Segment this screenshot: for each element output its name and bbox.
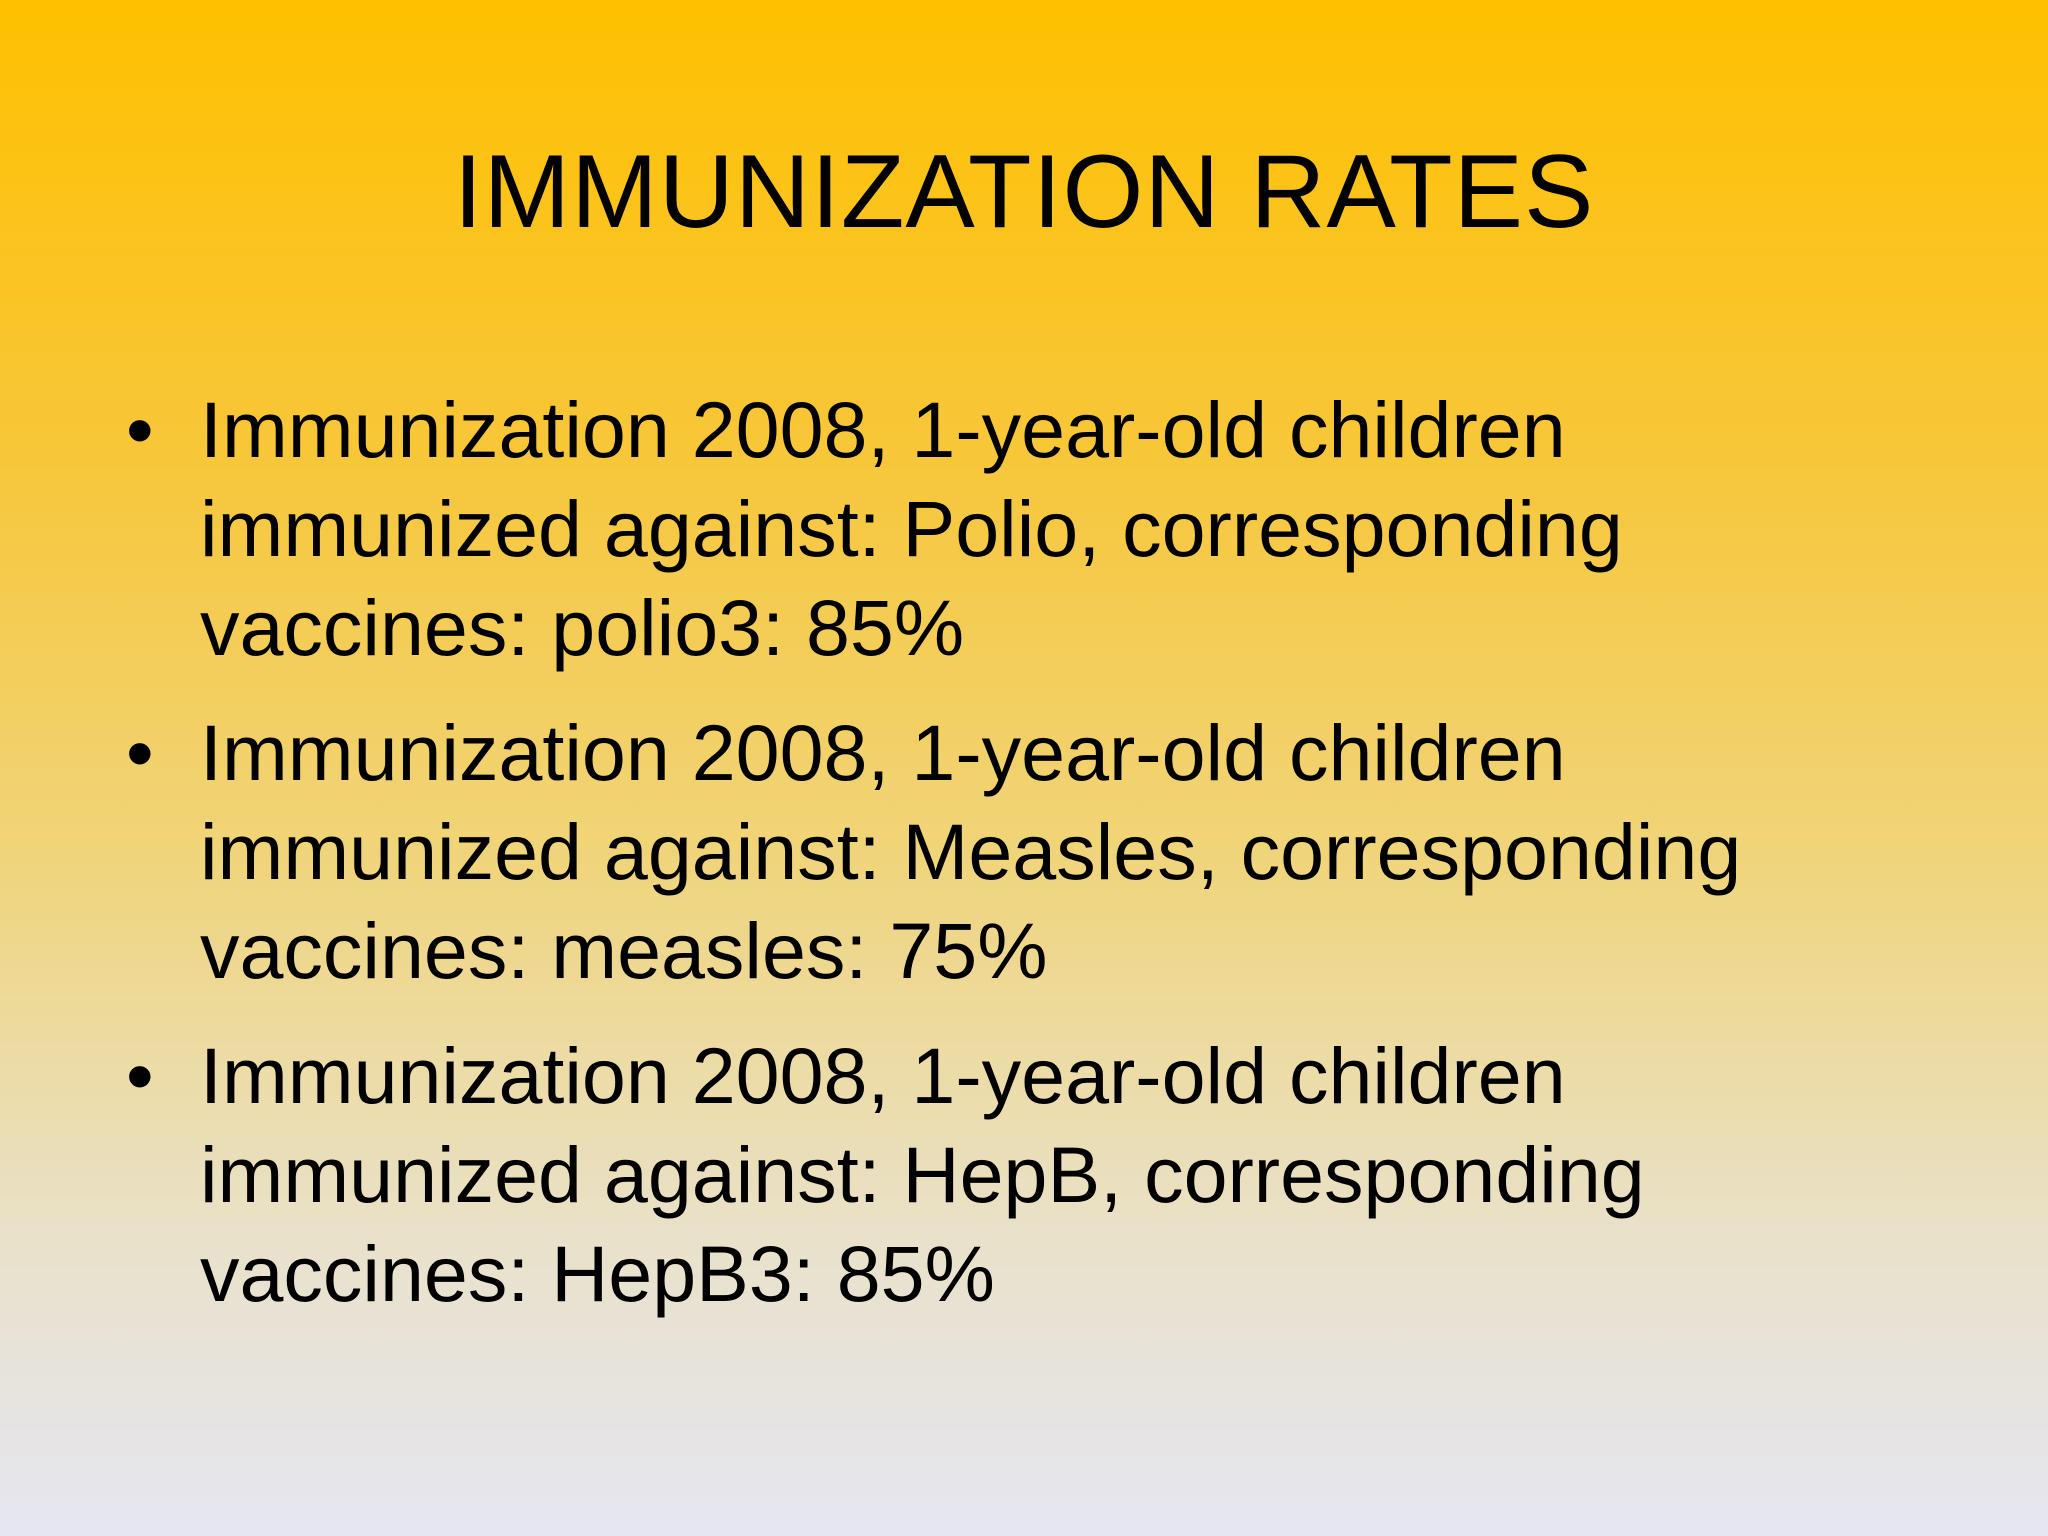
bullet-dot-icon: •	[126, 385, 154, 474]
bullet-line: Immunization 2008, 1-year-old children	[200, 1031, 1566, 1120]
bullet-line: vaccines: polio3: 85%	[200, 583, 965, 672]
bullet-line: vaccines: measles: 75%	[200, 906, 1048, 995]
bullet-line: immunized against: HepB, corresponding	[200, 1130, 1645, 1219]
bullet-line: Immunization 2008, 1-year-old children	[200, 708, 1566, 797]
bullet-line: vaccines: HepB3: 85%	[200, 1229, 995, 1318]
bullet-line: immunized against: Polio, corresponding	[200, 484, 1623, 573]
bullet-line: immunized against: Measles, correspondin…	[200, 807, 1742, 896]
slide-title: IMMUNIZATION RATES	[453, 134, 1595, 250]
bullet-dot-icon: •	[126, 708, 154, 797]
bullet-item-hepb: • Immunization 2008, 1-year-old children…	[120, 1026, 1980, 1323]
bullet-list: • Immunization 2008, 1-year-old children…	[120, 380, 1980, 1349]
bullet-item-measles: • Immunization 2008, 1-year-old children…	[120, 703, 1980, 1000]
bullet-line: Immunization 2008, 1-year-old children	[200, 385, 1566, 474]
bullet-dot-icon: •	[126, 1031, 154, 1120]
bullet-item-polio: • Immunization 2008, 1-year-old children…	[120, 380, 1980, 677]
